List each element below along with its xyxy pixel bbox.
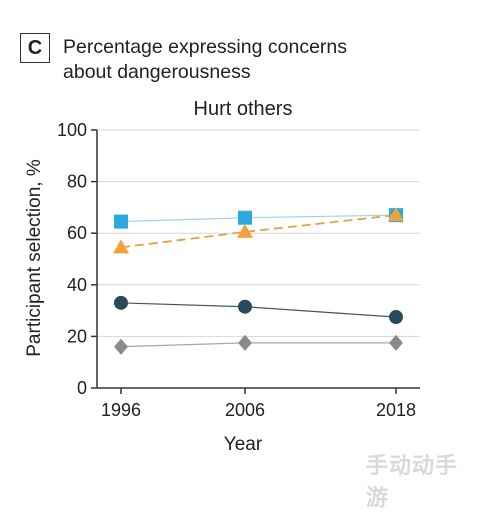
- series-2: [113, 207, 404, 254]
- y-tick-label-40: 40: [67, 275, 87, 295]
- panel-badge: C: [20, 33, 50, 63]
- series-3-point-2018: [389, 310, 403, 325]
- y-tick-label-20: 20: [67, 326, 87, 346]
- y-tick-label-0: 0: [77, 378, 87, 398]
- y-tick-label-60: 60: [67, 223, 87, 243]
- series-3-point-1996: [114, 295, 128, 310]
- series-1-point-2006: [238, 210, 252, 225]
- series-2-point-2006: [237, 223, 253, 238]
- series-4-point-2006: [238, 334, 252, 351]
- gridlines: [97, 129, 420, 337]
- chart-title: Hurt others: [194, 98, 293, 120]
- series-4: [114, 334, 403, 355]
- axes: 0 20 40 60 80 100 1996 2006 2018: [57, 120, 420, 420]
- x-axis-label: Year: [224, 434, 263, 455]
- line-chart: 0 20 40 60 80 100 1996 2006 2018 Hurt others Yea…: [24, 98, 420, 455]
- watermark: 手动动手游: [366, 453, 459, 510]
- x-tick-label-2006: 2006: [225, 400, 265, 420]
- x-tick-label-1996: 1996: [101, 400, 141, 420]
- panel-title-line-1: Percentage expressing concerns: [63, 36, 347, 58]
- series-3-point-2006: [238, 299, 252, 314]
- series-2-point-1996: [113, 239, 129, 254]
- y-tick-label-100: 100: [57, 120, 87, 140]
- series-1-point-1996: [114, 214, 128, 229]
- y-axis-label: Participant selection, %: [24, 159, 45, 357]
- series-layer: [113, 207, 404, 355]
- series-4-line: [120, 342, 396, 348]
- series-2-point-2018: [388, 207, 404, 222]
- panel-title: Percentage expressing concerns about dan…: [63, 35, 347, 85]
- series-4-point-1996: [114, 338, 128, 355]
- x-tick-label-2018: 2018: [376, 400, 416, 420]
- series-1-line: [120, 214, 397, 223]
- series-3-line: [120, 302, 397, 318]
- panel-title-line-2: about dangerousness: [63, 61, 251, 83]
- series-3: [114, 295, 403, 325]
- series-4-point-2018: [389, 334, 403, 351]
- series-2-line: [120, 214, 397, 249]
- y-tick-label-80: 80: [67, 172, 87, 192]
